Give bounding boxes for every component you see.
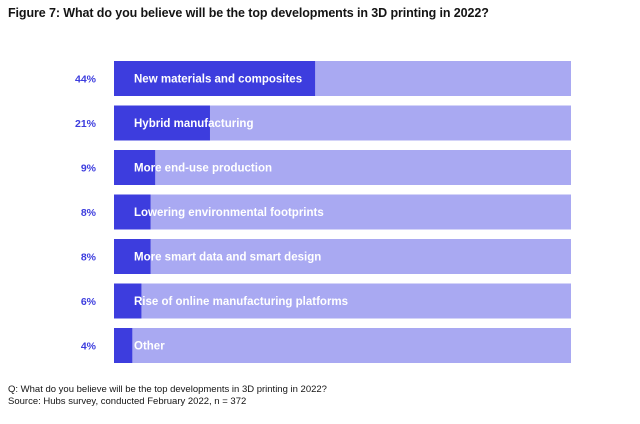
value-label-1: 21% — [75, 118, 97, 130]
value-label-2: 9% — [81, 163, 97, 175]
category-label-0: New materials and composites — [134, 74, 302, 86]
value-label-0: 44% — [75, 74, 97, 86]
category-label-2: More end-use production — [134, 163, 272, 175]
bar-track-2 — [114, 150, 571, 185]
bar-group: 44% New materials and composites 21% Hybrid… — [75, 61, 571, 363]
figure-title: Figure 7: What do you believe will be th… — [8, 6, 489, 20]
value-label-4: 8% — [81, 252, 97, 264]
bar-track-3 — [114, 194, 571, 230]
bar-value-1 — [114, 105, 210, 141]
value-label-3: 8% — [81, 207, 97, 219]
category-label-1: Hybrid manufacturing — [134, 118, 253, 130]
category-label-4: More smart data and smart design — [134, 252, 321, 264]
bar-value-6 — [114, 328, 133, 363]
bar-value-3 — [114, 194, 151, 230]
bar-value-4 — [114, 239, 151, 274]
bar-track-4 — [114, 239, 571, 274]
bar-track-5 — [114, 283, 571, 319]
chart-footer: Q: What do you believe will be the top d… — [8, 384, 327, 408]
survey-question: Q: What do you believe will be the top d… — [8, 384, 327, 395]
bar-value-5 — [114, 283, 142, 319]
bar-value-0 — [114, 61, 316, 96]
value-label-6: 4% — [81, 341, 97, 353]
category-label-3: Lowering environmental footprints — [134, 207, 324, 219]
bar-track-6 — [114, 328, 571, 363]
category-label-6: Other — [134, 341, 165, 353]
category-label-5: Rise of online manufacturing platforms — [134, 296, 348, 308]
bar-value-2 — [114, 150, 156, 185]
source-note: Source: Hubs survey, conducted February … — [8, 396, 247, 407]
value-label-5: 6% — [81, 296, 97, 308]
